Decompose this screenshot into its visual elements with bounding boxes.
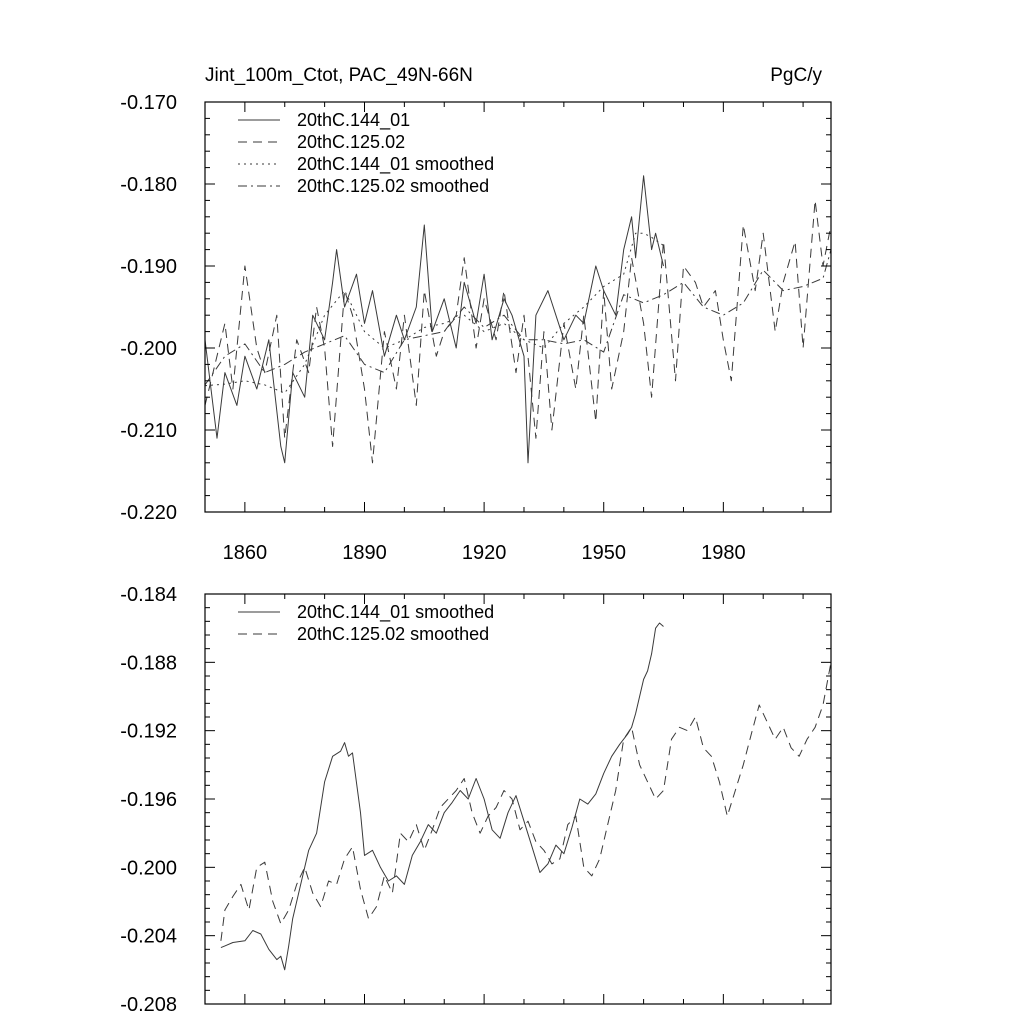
x-tick-label: 1980 (701, 542, 746, 564)
bottom-panel-series (220, 622, 832, 971)
x-tick-label: 1950 (581, 542, 626, 564)
y-tick-label: -0.192 (120, 721, 177, 743)
top-panel-series (204, 175, 832, 464)
x-tick-label: 1890 (342, 542, 387, 564)
y-tick-label: -0.220 (120, 502, 177, 524)
x-tick-label: 1920 (462, 542, 507, 564)
x-tick-label: 1860 (223, 542, 268, 564)
y-tick-label: -0.170 (120, 92, 177, 114)
legend-label-1: 20thC.144_01 (297, 110, 410, 131)
top-panel: Jint_100m_Ctot, PAC_49N-66N PgC/y -0.170… (120, 65, 832, 564)
series-line-1 (204, 175, 664, 464)
chart-title: Jint_100m_Ctot, PAC_49N-66N (205, 65, 473, 86)
y-tick-label: -0.188 (120, 652, 177, 674)
y-tick-label: -0.190 (120, 256, 177, 278)
series-line-2 (204, 199, 832, 464)
series-line-2 (220, 662, 832, 941)
legend-label-1: 20thC.144_01 smoothed (297, 602, 494, 623)
bottom-panel-frame (204, 593, 832, 1005)
y-tick-label: -0.210 (120, 420, 177, 442)
series-line-3 (204, 232, 664, 394)
y-tick-label: -0.200 (120, 338, 177, 360)
y-tick-label: -0.200 (120, 857, 177, 879)
legend-label-2: 20thC.125.02 (297, 132, 405, 152)
top-panel-frame (204, 101, 832, 513)
y-tick-label: -0.208 (120, 994, 177, 1016)
bottom-panel-axes: -0.184 -0.188 -0.192 -0.196 -0.200 -0.204 -0.2… (120, 584, 831, 1016)
legend-label-2: 20thC.125.02 smoothed (297, 624, 489, 644)
units-label: PgC/y (770, 65, 822, 86)
series-line-1 (220, 622, 664, 971)
bottom-panel: -0.184 -0.188 -0.192 -0.196 -0.200 -0.204 -0.2… (120, 584, 832, 1016)
y-tick-label: -0.196 (120, 789, 177, 811)
y-tick-label: -0.180 (120, 174, 177, 196)
legend-label-4: 20thC.125.02 smoothed (297, 176, 489, 196)
top-panel-axes: -0.170 -0.180 -0.190 -0.200 -0.210 -0.220 1860… (120, 92, 831, 564)
legend-label-3: 20thC.144_01 smoothed (297, 154, 494, 175)
y-tick-label: -0.184 (120, 584, 177, 606)
y-tick-label: -0.204 (120, 926, 177, 948)
series-line-4 (204, 249, 832, 386)
